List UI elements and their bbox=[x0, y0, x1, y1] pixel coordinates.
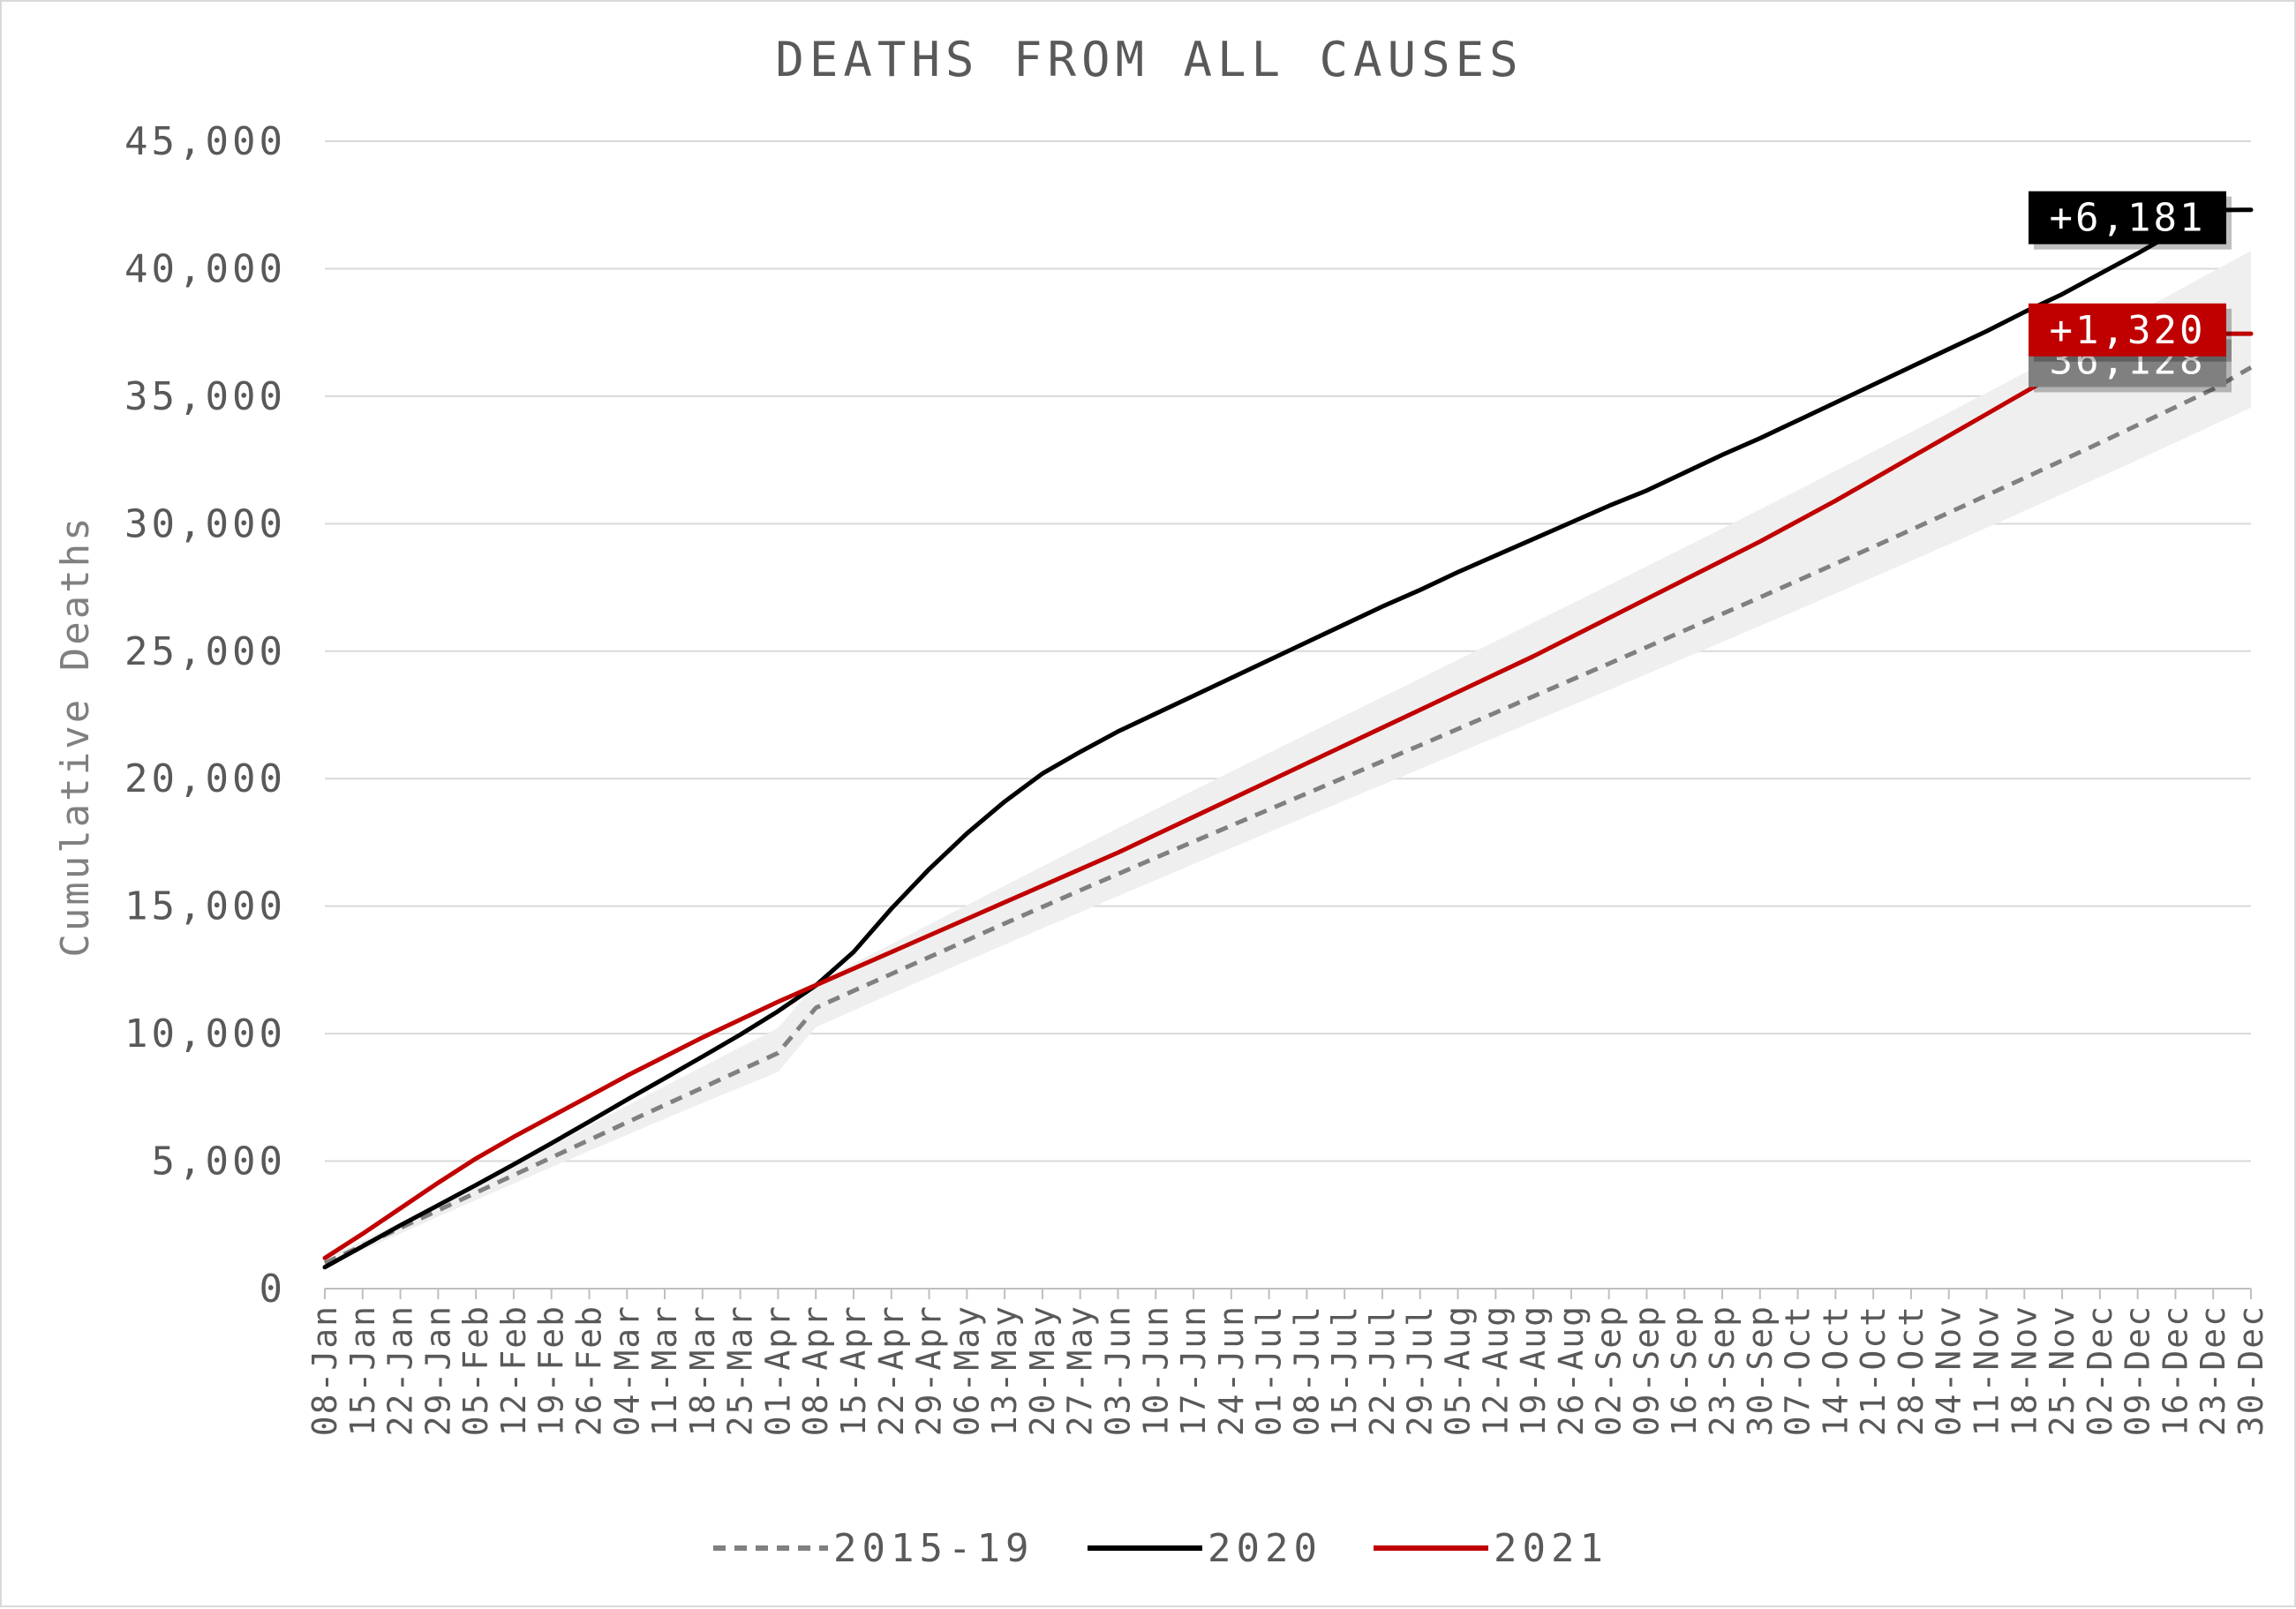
y-tick-label: 0 bbox=[260, 1267, 287, 1312]
y-tick-label: 20,000 bbox=[124, 756, 286, 801]
x-tick-label: 13-May bbox=[985, 1304, 1024, 1436]
x-tick-label: 21-Oct bbox=[1854, 1304, 1893, 1436]
x-tick-label: 22-Jul bbox=[1363, 1304, 1402, 1436]
x-tick-label: 22-Jan bbox=[381, 1304, 420, 1436]
y-tick-label: 45,000 bbox=[124, 119, 286, 164]
x-tick-label: 23-Dec bbox=[2194, 1304, 2232, 1436]
x-tick-label: 15-Jul bbox=[1325, 1304, 1364, 1436]
series-line-2021 bbox=[322, 331, 2254, 1260]
callout-box bbox=[2029, 303, 2226, 357]
legend-label: 2021 bbox=[1494, 1526, 1608, 1571]
x-tick-label: 19-Aug bbox=[1514, 1304, 1553, 1436]
legend: 2015-19 2020 2021 bbox=[713, 1526, 1608, 1571]
x-tick-label: 04-Mar bbox=[607, 1304, 646, 1436]
x-tick-label: 16-Sep bbox=[1665, 1304, 1704, 1436]
x-tick-label: 26-Aug bbox=[1552, 1304, 1591, 1436]
chart-title: DEATHS FROM ALL CAUSES bbox=[775, 32, 1523, 87]
x-tick-label: 29-Jul bbox=[1401, 1304, 1440, 1436]
range-band bbox=[325, 251, 2251, 1268]
y-tick-label: 5,000 bbox=[152, 1139, 286, 1184]
x-tick-label: 18-Mar bbox=[683, 1304, 722, 1436]
x-tick-label: 08-Apr bbox=[796, 1304, 835, 1436]
x-axis bbox=[324, 1288, 2252, 1299]
y-tick-labels: 0 5,000 10,000 15,000 20,000 25,000 30,000 35,0… bbox=[124, 119, 287, 1312]
callout-label: +1,320 bbox=[2050, 308, 2206, 353]
x-tick-label: 29-Apr bbox=[910, 1304, 949, 1436]
callouts: 36,128+1,320+6,181 bbox=[2029, 191, 2232, 393]
x-tick-label: 11-Nov bbox=[1968, 1304, 2006, 1436]
x-tick-label: 28-Oct bbox=[1892, 1304, 1931, 1436]
x-tick-label: 09-Sep bbox=[1627, 1304, 1666, 1436]
x-tick-label: 09-Dec bbox=[2119, 1304, 2157, 1436]
x-tick-label: 23-Sep bbox=[1703, 1304, 1742, 1436]
x-tick-label: 22-Apr bbox=[872, 1304, 911, 1436]
x-tick-label: 15-Jan bbox=[343, 1304, 382, 1436]
range-band-area bbox=[325, 251, 2251, 1268]
x-tick-label: 14-Oct bbox=[1816, 1304, 1855, 1436]
x-tick-label: 26-Feb bbox=[569, 1304, 608, 1436]
x-tick-label: 17-Jun bbox=[1174, 1304, 1213, 1436]
x-tick-label: 03-Jun bbox=[1098, 1304, 1137, 1436]
x-tick-label: 24-Jun bbox=[1212, 1304, 1251, 1436]
x-tick-label: 04-Nov bbox=[1930, 1304, 1969, 1436]
x-tick-label: 08-Jan bbox=[305, 1304, 344, 1436]
callout-box bbox=[2029, 191, 2226, 244]
legend-label: 2020 bbox=[1208, 1526, 1322, 1571]
series-line-2020 bbox=[322, 207, 2254, 1270]
x-tick-label: 15-Apr bbox=[834, 1304, 873, 1436]
x-tick-label: 30-Sep bbox=[1741, 1304, 1780, 1436]
x-tick-label: 02-Dec bbox=[2081, 1304, 2119, 1436]
series-lines bbox=[322, 207, 2254, 1270]
x-tick-label: 16-Dec bbox=[2156, 1304, 2194, 1436]
y-tick-label: 10,000 bbox=[124, 1011, 286, 1056]
x-tick-label: 02-Sep bbox=[1590, 1304, 1629, 1436]
x-tick-label: 25-Mar bbox=[721, 1304, 760, 1436]
x-tick-label: 07-Oct bbox=[1779, 1304, 1818, 1436]
x-tick-label: 01-Jul bbox=[1250, 1304, 1289, 1436]
x-tick-label: 30-Dec bbox=[2232, 1304, 2270, 1436]
x-tick-label: 11-Mar bbox=[645, 1304, 684, 1436]
x-tick-label: 18-Nov bbox=[2005, 1304, 2044, 1436]
x-tick-label: 25-Nov bbox=[2043, 1304, 2081, 1436]
callout-label: +6,181 bbox=[2050, 196, 2206, 241]
y-axis-label: Cumulative Deaths bbox=[53, 515, 98, 957]
x-tick-label: 06-May bbox=[947, 1304, 986, 1436]
x-tick-label: 20-May bbox=[1023, 1304, 1062, 1436]
x-tick-label: 01-Apr bbox=[758, 1304, 797, 1436]
x-tick-label: 29-Jan bbox=[418, 1304, 457, 1436]
y-tick-label: 30,000 bbox=[124, 501, 286, 546]
y-tick-label: 40,000 bbox=[124, 246, 286, 291]
legend-label: 2015-19 bbox=[833, 1526, 1034, 1571]
x-tick-label: 05-Aug bbox=[1439, 1304, 1478, 1436]
y-tick-label: 15,000 bbox=[124, 884, 286, 929]
x-tick-label: 10-Jun bbox=[1136, 1304, 1175, 1436]
x-tick-label: 19-Feb bbox=[532, 1304, 571, 1436]
x-tick-label: 08-Jul bbox=[1287, 1304, 1326, 1436]
x-tick-label: 12-Aug bbox=[1476, 1304, 1515, 1436]
x-tick-label: 12-Feb bbox=[494, 1304, 533, 1436]
y-tick-label: 35,000 bbox=[124, 374, 286, 419]
x-tick-label: 05-Feb bbox=[456, 1304, 495, 1436]
y-tick-label: 25,000 bbox=[124, 629, 286, 674]
x-tick-labels: 08-Jan15-Jan22-Jan29-Jan05-Feb12-Feb19-F… bbox=[305, 1304, 2270, 1436]
x-tick-label: 27-May bbox=[1061, 1304, 1100, 1436]
